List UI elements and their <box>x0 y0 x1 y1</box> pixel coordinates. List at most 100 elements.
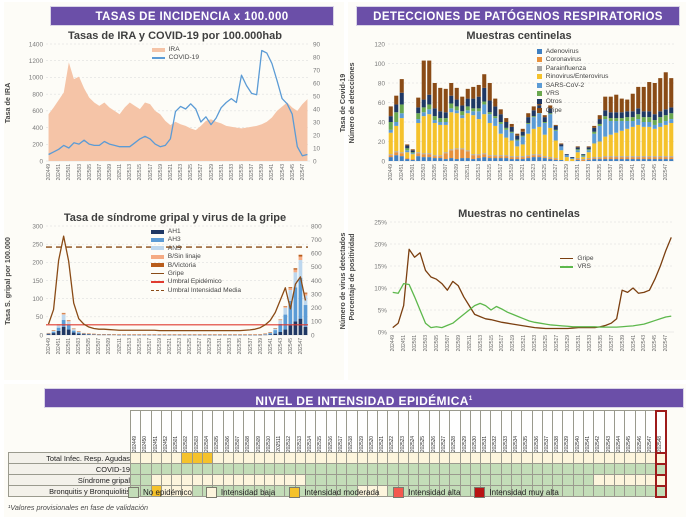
intensity-cell[interactable] <box>531 452 543 464</box>
intensity-cell[interactable] <box>480 452 492 464</box>
intensity-cell[interactable] <box>490 463 502 475</box>
intensity-cell[interactable] <box>593 474 605 486</box>
week-header-202501[interactable]: 202501 <box>171 410 183 453</box>
intensity-cell[interactable] <box>603 463 615 475</box>
intensity-cell[interactable] <box>469 452 482 464</box>
intensity-cell[interactable] <box>634 452 646 464</box>
intensity-cell[interactable] <box>160 474 173 486</box>
intensity-cell[interactable] <box>346 452 358 464</box>
intensity-cell[interactable] <box>140 452 152 464</box>
week-header-202531[interactable]: 202531 <box>480 410 492 453</box>
intensity-cell[interactable] <box>274 474 286 486</box>
intensity-cell[interactable] <box>366 452 379 464</box>
intensity-cell[interactable] <box>243 452 255 464</box>
intensity-cell[interactable] <box>284 474 296 486</box>
intensity-cell[interactable] <box>603 452 615 464</box>
week-header-202450[interactable]: 202450 <box>140 410 152 453</box>
intensity-cell[interactable] <box>263 463 276 475</box>
intensity-cell[interactable] <box>644 452 657 464</box>
intensity-cell[interactable] <box>387 463 399 475</box>
week-header-202544[interactable]: 202544 <box>613 410 626 453</box>
week-header-202509[interactable]: 202509 <box>253 410 265 453</box>
week-header-202518[interactable]: 202518 <box>346 410 358 453</box>
intensity-cell[interactable] <box>377 463 389 475</box>
week-header-202540[interactable]: 202540 <box>572 410 585 453</box>
intensity-cell[interactable] <box>500 474 512 486</box>
intensity-cell[interactable] <box>325 452 337 464</box>
intensity-cell[interactable] <box>202 452 214 464</box>
week-header-202510[interactable]: 202510 <box>263 410 276 453</box>
intensity-cell[interactable] <box>449 452 461 464</box>
week-header-202536[interactable]: 202536 <box>531 410 543 453</box>
intensity-cell[interactable] <box>613 485 626 497</box>
intensity-cell[interactable] <box>613 463 626 475</box>
intensity-cell[interactable] <box>284 463 296 475</box>
intensity-cell[interactable] <box>562 452 574 464</box>
week-header-202502[interactable]: 202502 <box>181 410 193 453</box>
intensity-cell[interactable] <box>397 474 410 486</box>
week-header-202526[interactable]: 202526 <box>428 410 440 453</box>
week-header-202527[interactable]: 202527 <box>438 410 451 453</box>
intensity-cell[interactable] <box>459 474 471 486</box>
intensity-cell[interactable] <box>181 452 193 464</box>
week-header-202515[interactable]: 202515 <box>315 410 327 453</box>
intensity-cell[interactable] <box>428 463 440 475</box>
intensity-cell[interactable] <box>387 474 399 486</box>
intensity-cell[interactable] <box>366 474 379 486</box>
intensity-cell[interactable] <box>274 452 286 464</box>
week-header-202520[interactable]: 202520 <box>366 410 379 453</box>
week-header-202512[interactable]: 202512 <box>284 410 296 453</box>
intensity-cell[interactable] <box>171 452 183 464</box>
intensity-cell[interactable] <box>541 452 554 464</box>
intensity-cell[interactable] <box>572 485 585 497</box>
intensity-cell[interactable] <box>449 463 461 475</box>
intensity-cell[interactable] <box>408 474 420 486</box>
intensity-cell[interactable] <box>521 452 533 464</box>
intensity-cell[interactable] <box>253 474 265 486</box>
intensity-cell[interactable] <box>232 463 245 475</box>
intensity-cell[interactable] <box>181 474 193 486</box>
intensity-cell[interactable] <box>654 462 667 476</box>
intensity-cell[interactable] <box>160 452 173 464</box>
intensity-cell[interactable] <box>438 474 451 486</box>
intensity-cell[interactable] <box>129 452 142 464</box>
week-header-202528[interactable]: 202528 <box>449 410 461 453</box>
intensity-cell[interactable] <box>222 463 234 475</box>
intensity-cell[interactable] <box>294 463 307 475</box>
intensity-cell[interactable] <box>150 474 162 486</box>
intensity-cell[interactable] <box>583 463 595 475</box>
week-header-202506[interactable]: 202506 <box>222 410 234 453</box>
intensity-cell[interactable] <box>243 463 255 475</box>
intensity-cell[interactable] <box>191 474 204 486</box>
intensity-cell[interactable] <box>572 452 585 464</box>
intensity-cell[interactable] <box>552 452 564 464</box>
intensity-cell[interactable] <box>212 463 224 475</box>
intensity-cell[interactable] <box>428 474 440 486</box>
intensity-cell[interactable] <box>644 474 657 486</box>
intensity-cell[interactable] <box>510 452 523 464</box>
intensity-cell[interactable] <box>408 452 420 464</box>
intensity-cell[interactable] <box>428 452 440 464</box>
intensity-cell[interactable] <box>335 463 348 475</box>
intensity-cell[interactable] <box>531 463 543 475</box>
intensity-cell[interactable] <box>552 474 564 486</box>
intensity-cell[interactable] <box>253 452 265 464</box>
week-header-202534[interactable]: 202534 <box>510 410 523 453</box>
week-header-202521[interactable]: 202521 <box>377 410 389 453</box>
intensity-cell[interactable] <box>356 452 368 464</box>
intensity-cell[interactable] <box>634 485 646 497</box>
intensity-cell[interactable] <box>263 474 276 486</box>
intensity-cell[interactable] <box>634 463 646 475</box>
week-header-202545[interactable]: 202545 <box>624 410 636 453</box>
intensity-cell[interactable] <box>459 463 471 475</box>
intensity-cell[interactable] <box>305 474 317 486</box>
week-header-202543[interactable]: 202543 <box>603 410 615 453</box>
week-header-202539[interactable]: 202539 <box>562 410 574 453</box>
week-header-202523[interactable]: 202523 <box>397 410 410 453</box>
week-header-202535[interactable]: 202535 <box>521 410 533 453</box>
intensity-cell[interactable] <box>572 463 585 475</box>
intensity-cell[interactable] <box>377 474 389 486</box>
intensity-cell[interactable] <box>284 452 296 464</box>
intensity-cell[interactable] <box>438 452 451 464</box>
intensity-cell[interactable] <box>171 474 183 486</box>
